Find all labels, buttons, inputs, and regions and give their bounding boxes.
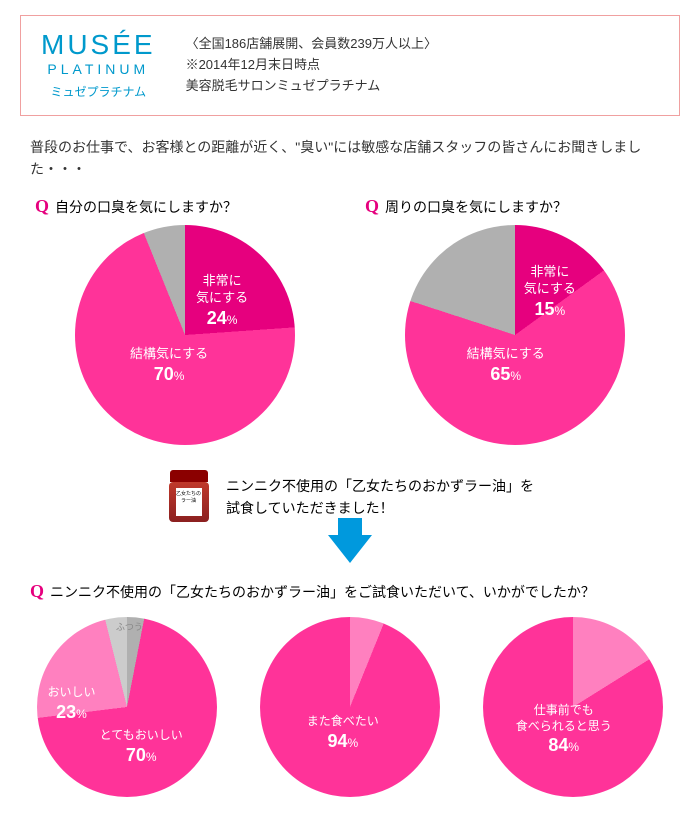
middle-text: ニンニク不使用の「乙女たちのおかずラー油」を試食していただきました！ bbox=[226, 475, 534, 520]
intro-text: 普段のお仕事で、お客様との距離が近く、"臭い"には敏感な店舗スタッフの皆さんにお… bbox=[30, 136, 670, 181]
logo-sub: PLATINUM bbox=[47, 61, 149, 77]
pie-q2-chart bbox=[405, 225, 625, 445]
pie-3b: また食べたい94% bbox=[260, 617, 440, 797]
pie-q2: 非常に気にする15% 結構気にする65% bbox=[405, 225, 625, 445]
pie-3c: 仕事前でも食べられると思う84% bbox=[483, 617, 663, 797]
q1-label-2: 結構気にする70% bbox=[130, 346, 208, 386]
q1-block: Q 自分の口臭を気にしますか？ 非常に気にする24% 結構気にする70% bbox=[35, 196, 335, 445]
pie-3a-label: ふつう bbox=[116, 622, 143, 634]
pie-3a-label: とてもおいしい70% bbox=[100, 728, 183, 767]
q2-text: 周りの口臭を気にしますか？ bbox=[385, 199, 567, 215]
pie-3b-label: また食べたい94% bbox=[307, 714, 379, 753]
q-mark: Q bbox=[30, 581, 44, 601]
pie-3a-label: おいしい23% bbox=[47, 685, 95, 724]
logo: MUSÉE PLATINUM ミュゼプラチナム bbox=[41, 31, 156, 100]
header-text: 〈全国186店舗展開、会員数239万人以上〉 ※2014年12月末日時点 美容脱… bbox=[186, 34, 437, 96]
arrow-down-icon bbox=[328, 535, 372, 563]
q1-label-1: 非常に気にする24% bbox=[196, 273, 248, 330]
q-mark: Q bbox=[35, 196, 49, 216]
jar-icon: 乙女たちの ラー油 bbox=[166, 470, 211, 525]
q2-title: Q 周りの口臭を気にしますか？ bbox=[365, 196, 665, 217]
jar-label: 乙女たちの ラー油 bbox=[176, 488, 202, 516]
header-line3: 美容脱毛サロンミュゼプラチナム bbox=[186, 76, 437, 97]
header-box: MUSÉE PLATINUM ミュゼプラチナム 〈全国186店舗展開、会員数23… bbox=[20, 15, 680, 116]
pie-q1: 非常に気にする24% 結構気にする70% bbox=[75, 225, 295, 445]
pie-q1-chart bbox=[75, 225, 295, 445]
q-mark: Q bbox=[365, 196, 379, 216]
q1-title: Q 自分の口臭を気にしますか？ bbox=[35, 196, 335, 217]
q2-block: Q 周りの口臭を気にしますか？ 非常に気にする15% 結構気にする65% bbox=[365, 196, 665, 445]
q1-text: 自分の口臭を気にしますか？ bbox=[55, 199, 237, 215]
logo-main: MUSÉE bbox=[41, 31, 156, 59]
q2-label-1: 非常に気にする15% bbox=[524, 264, 576, 321]
pie-3c-label: 仕事前でも食べられると思う84% bbox=[516, 703, 612, 758]
pie-3a: ふつうおいしい23%とてもおいしい70% bbox=[37, 617, 217, 797]
header-line1: 〈全国186店舗展開、会員数239万人以上〉 bbox=[186, 34, 437, 55]
q3-text: ニンニク不使用の「乙女たちのおかずラー油」をご試食いただいて、いかがでしたか？ bbox=[50, 584, 595, 600]
pie-3b-chart bbox=[260, 617, 440, 797]
question-row-1: Q 自分の口臭を気にしますか？ 非常に気にする24% 結構気にする70% Q 周りの… bbox=[20, 196, 680, 445]
logo-kana: ミュゼプラチナム bbox=[50, 83, 146, 100]
q2-label-2: 結構気にする65% bbox=[467, 346, 545, 386]
header-line2: ※2014年12月末日時点 bbox=[186, 55, 437, 76]
q3-title: Q ニンニク不使用の「乙女たちのおかずラー油」をご試食いただいて、いかがでしたか？ bbox=[30, 581, 670, 602]
middle-section: 乙女たちの ラー油 ニンニク不使用の「乙女たちのおかずラー油」を試食していただき… bbox=[0, 470, 700, 525]
pie-row-2: ふつうおいしい23%とてもおいしい70% また食べたい94% 仕事前でも食べられ… bbox=[15, 617, 685, 797]
